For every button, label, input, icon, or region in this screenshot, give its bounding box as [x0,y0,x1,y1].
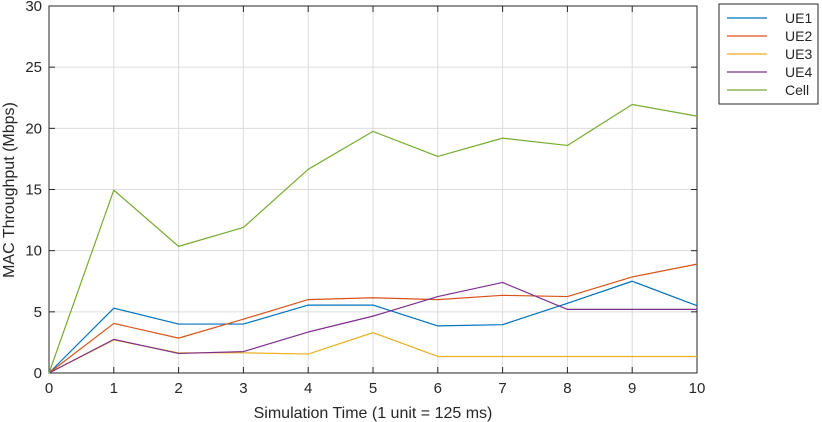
legend-label-ue3: UE3 [785,46,812,62]
legend-label-cell: Cell [785,82,809,98]
y-tick-label: 10 [25,243,42,260]
y-tick-label: 15 [25,182,42,199]
x-tick-label: 2 [174,380,182,397]
legend-label-ue2: UE2 [785,28,812,44]
y-tick-label: 25 [25,59,42,76]
series-lines [48,103,698,374]
axes [48,5,698,374]
x-tick-label: 6 [434,380,442,397]
legend: UE1 UE2 UE3 UE4 Cell [718,3,819,105]
x-tick-label: 3 [239,380,247,397]
x-tick-label: 8 [563,380,571,397]
x-tick-label: 10 [689,380,706,397]
y-tick-label: 0 [34,365,42,382]
tick-labels: 0 1 2 3 4 5 6 7 8 9 10 0 5 10 15 20 25 30 [25,0,705,397]
y-tick-label: 5 [34,304,42,321]
x-tick-label: 1 [110,380,118,397]
y-tick-label: 30 [25,0,42,15]
legend-label-ue1: UE1 [785,10,812,26]
grid [48,5,698,374]
x-tick-label: 0 [45,380,53,397]
x-tick-label: 7 [498,380,506,397]
series-line-ue2 [48,263,698,374]
x-axis-label: Simulation Time (1 unit = 125 ms) [254,405,493,422]
x-tick-label: 4 [304,380,312,397]
legend-label-ue4: UE4 [785,64,812,80]
x-tick-label: 5 [369,380,377,397]
series-line-ue1 [48,280,698,374]
series-line-ue4 [48,281,697,374]
series-line-cell [48,103,698,374]
x-tick-label: 9 [628,380,636,397]
y-axis-label: MAC Throughput (Mbps) [1,102,18,278]
y-tick-label: 20 [25,120,42,137]
